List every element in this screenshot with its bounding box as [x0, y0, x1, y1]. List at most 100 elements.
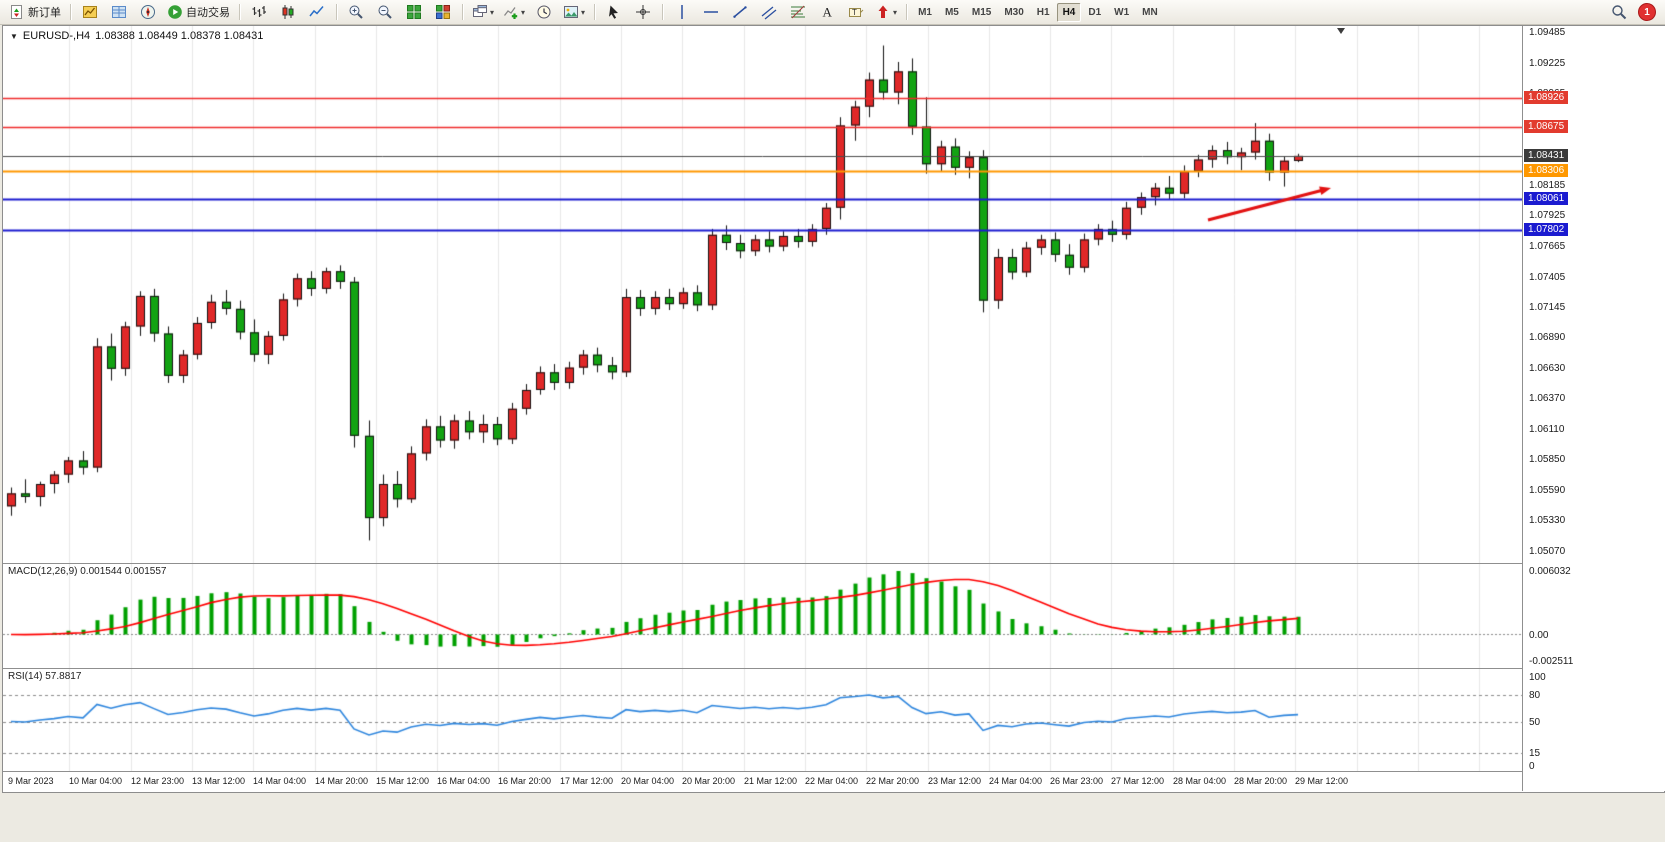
chart-shift-marker-icon[interactable]: [1337, 28, 1345, 34]
arrow-shape-icon: [875, 4, 891, 20]
macd-axis-label: 0.00: [1529, 629, 1549, 641]
chevron-down-icon: ▾: [581, 7, 586, 17]
timeframe-w1-button[interactable]: W1: [1114, 6, 1130, 18]
hline-icon: [703, 4, 719, 20]
time-axis-label: 20 Mar 04:00: [621, 776, 675, 786]
tile-grid-color-button[interactable]: [429, 1, 457, 23]
text-label-button[interactable]: T: [842, 1, 870, 23]
zoom-in-button[interactable]: [342, 1, 370, 23]
zoom-out-button[interactable]: [371, 1, 399, 23]
cursor-icon: [606, 4, 622, 20]
tile-grid-button[interactable]: [400, 1, 428, 23]
auto-trading-button[interactable]: 自动交易: [163, 1, 234, 23]
time-axis-label: 27 Mar 12:00: [1111, 776, 1165, 786]
horizontal-line-button[interactable]: [697, 1, 725, 23]
navigator-button[interactable]: [134, 1, 162, 23]
add-indicator-button[interactable]: ▾: [499, 1, 529, 23]
price-axis-label: 1.09485: [1529, 27, 1566, 38]
zoom-out-icon: [377, 4, 393, 20]
cursor-button[interactable]: [600, 1, 628, 23]
rsi-indicator-label: RSI(14) 57.8817: [8, 671, 81, 682]
price-axis-label: 1.08185: [1529, 179, 1566, 191]
chart-ohlc-values: 1.08388 1.08449 1.08378 1.08431: [95, 30, 264, 42]
indicator-add-icon: [503, 4, 519, 20]
arrows-button[interactable]: ▾: [871, 1, 901, 23]
vertical-line-button[interactable]: [668, 1, 696, 23]
time-axis-label: 23 Mar 12:00: [928, 776, 982, 786]
chart-line-button[interactable]: [303, 1, 331, 23]
templates-button[interactable]: ▾: [559, 1, 589, 23]
data-window-icon: [111, 4, 127, 20]
time-axis-label: 28 Mar 20:00: [1234, 776, 1288, 786]
market-watch-button[interactable]: [76, 1, 104, 23]
time-axis-label: 12 Mar 23:00: [131, 776, 185, 786]
rsi-indicator-panel[interactable]: [3, 669, 1522, 771]
timeframe-h4-button[interactable]: H4: [1056, 2, 1082, 22]
main-toolbar: 新订单 自动交易 ▾ ▾ ▾ A T ▾ M1 M5 M15 M30 H1 H4 D1 W1 MN 1: [0, 0, 1665, 25]
time-axis-label: 29 Mar 12:00: [1295, 776, 1349, 786]
timeframe-m5-button[interactable]: M5: [944, 6, 959, 18]
label-icon: T: [848, 4, 864, 20]
grid-color-icon: [435, 4, 451, 20]
macd-name: MACD(12,26,9): [8, 566, 78, 577]
support-1-price-badge: 1.08061: [1524, 192, 1569, 206]
time-axis-divider: [3, 771, 1664, 772]
text-icon: A: [819, 4, 835, 20]
periods-button[interactable]: [530, 1, 558, 23]
time-axis-label: 14 Mar 20:00: [315, 776, 369, 786]
chevron-down-icon: ▾: [490, 7, 495, 17]
time-axis-label: 13 Mar 12:00: [192, 776, 246, 786]
chart-bars-button[interactable]: [245, 1, 273, 23]
pivot-line-price-badge: 1.08306: [1524, 163, 1569, 177]
new-order-label: 新订单: [28, 7, 61, 19]
timeframe-d1-button[interactable]: D1: [1088, 6, 1102, 18]
chart-candles-button[interactable]: [274, 1, 302, 23]
chart-symbol-period: EURUSD-,H4: [22, 30, 91, 42]
notification-badge[interactable]: 1: [1638, 3, 1656, 21]
time-axis-label: 17 Mar 12:00: [560, 776, 614, 786]
toolbar-separator: [462, 4, 463, 20]
new-order-button[interactable]: 新订单: [5, 1, 65, 23]
toolbar-separator: [70, 4, 71, 20]
trendline-button[interactable]: [726, 1, 754, 23]
fibo-icon: [790, 4, 806, 20]
zoom-in-icon: [348, 4, 364, 20]
macd-indicator-label: MACD(12,26,9) 0.001544 0.001557: [8, 566, 166, 577]
crosshair-button[interactable]: [629, 1, 657, 23]
panel-divider[interactable]: [3, 668, 1664, 669]
windows-icon: [472, 4, 488, 20]
rsi-name: RSI(14): [8, 671, 43, 682]
price-scale[interactable]: 1.094851.092251.089651.081851.079251.076…: [1522, 26, 1665, 791]
time-axis[interactable]: 9 Mar 2023 10 Mar 04:00 12 Mar 23:00 13 Mar…: [3, 772, 1522, 791]
price-axis-label: 1.09225: [1529, 57, 1566, 69]
data-window-button[interactable]: [105, 1, 133, 23]
macd-indicator-panel[interactable]: [3, 564, 1522, 668]
price-axis-label: 1.07665: [1529, 240, 1566, 252]
panel-divider[interactable]: [3, 563, 1664, 564]
time-axis-label: 9 Mar 2023: [8, 776, 54, 786]
price-axis-label: 1.05590: [1529, 484, 1566, 496]
chevron-down-icon: ▾: [893, 7, 898, 17]
price-axis-label: 1.06370: [1529, 393, 1566, 405]
fibonacci-button[interactable]: [784, 1, 812, 23]
arrange-windows-button[interactable]: ▾: [468, 1, 498, 23]
svg-text:A: A: [823, 5, 833, 20]
resistance-2-price-badge: 1.08675: [1524, 120, 1569, 134]
timeframe-m1-button[interactable]: M1: [918, 6, 932, 18]
search-button[interactable]: [1605, 1, 1633, 23]
price-axis-label: 1.07925: [1529, 210, 1566, 222]
clock-icon: [536, 4, 552, 20]
timeframe-mn-button[interactable]: MN: [1142, 6, 1158, 18]
equidistant-channel-button[interactable]: [755, 1, 783, 23]
time-axis-label: 14 Mar 04:00: [253, 776, 307, 786]
main-price-chart[interactable]: [3, 26, 1522, 563]
auto-trading-label: 自动交易: [186, 7, 230, 19]
price-axis-label: 1.07145: [1529, 302, 1566, 314]
timeframe-m15-button[interactable]: M15: [971, 6, 992, 18]
timeframe-h1-button[interactable]: H1: [1036, 6, 1050, 18]
chart-bars-icon: [251, 4, 267, 20]
chart-line-icon: [309, 4, 325, 20]
text-button[interactable]: A: [813, 1, 841, 23]
timeframe-m30-button[interactable]: M30: [1004, 6, 1024, 18]
